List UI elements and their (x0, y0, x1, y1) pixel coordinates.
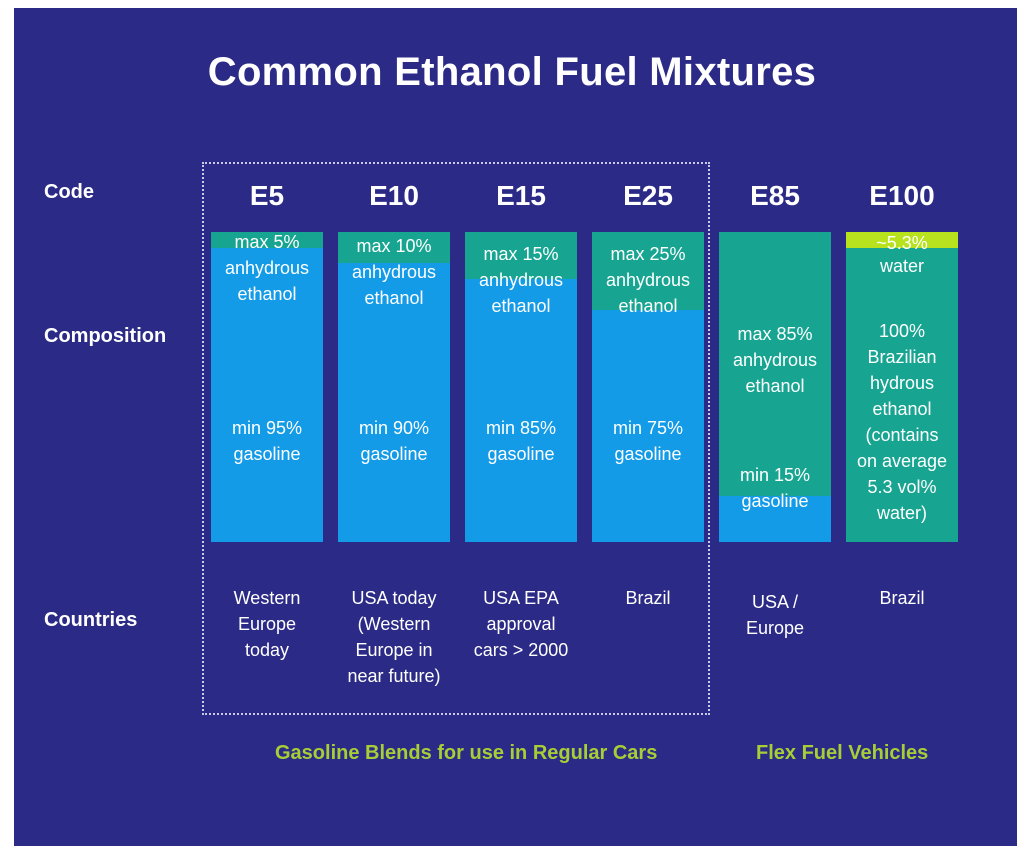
country-e100: Brazil (879, 588, 925, 608)
ethanol-segment-e100 (846, 248, 958, 542)
composition-bar-e5: max 5% anhydrous ethanol min 95% gasoline (211, 232, 323, 542)
code-e25: E25 (623, 180, 673, 211)
row-label-countries: Countries (44, 609, 138, 631)
ethanol-segment-e10 (338, 232, 450, 263)
code-e100: E100 (869, 180, 935, 211)
country-e15: USA EPA approval cars > 2000 (473, 588, 569, 660)
code-e10: E10 (369, 180, 419, 211)
country-e10: USA today (Western Europe in near future) (347, 588, 441, 686)
gasoline-share-label-e85: min 15% gasoline (739, 465, 811, 511)
ethanol-segment-e25 (592, 232, 704, 310)
ethanol-type-label-e10: anhydrous ethanol (351, 261, 437, 308)
country-e25: Brazil (625, 588, 671, 608)
gasoline-share-label-e15: min 85% gasoline (485, 418, 557, 464)
gasoline-segment-e85 (719, 496, 831, 542)
gasoline-segment-e15 (465, 279, 577, 542)
country-e85: USA / Europe (745, 592, 805, 638)
gasoline-segment-e10 (338, 263, 450, 542)
code-e5: E5 (249, 180, 285, 211)
country-e5: Western Europe today (233, 588, 301, 660)
group-label-flex-fuel: Flex Fuel Vehicles (756, 742, 929, 764)
code-e85: E85 (750, 180, 800, 211)
composition-bar-e85: max 85% anhydrous ethanol min 15% gasoline (719, 232, 831, 542)
ethanol-share-label-e15: max 15% (483, 243, 559, 264)
ethanol-type-label-e15: anhydrous ethanol (478, 269, 564, 316)
code-e15: E15 (496, 180, 546, 211)
gasoline-segment-e25 (592, 310, 704, 542)
gasoline-share-label-e25: min 75% gasoline (612, 418, 684, 464)
gasoline-share-label-e5: min 95% gasoline (231, 418, 303, 464)
diagram-title: Common Ethanol Fuel Mixtures (207, 50, 817, 94)
ethanol-share-label-e10: max 10% (356, 235, 432, 256)
water-share-label-e100: ~5.3% (876, 233, 928, 253)
composition-bar-e25: max 25% anhydrous ethanol min 75% gasoline (592, 232, 704, 542)
water-type-label-e100: water (879, 256, 924, 276)
ethanol-segment-e85 (719, 232, 831, 496)
composition-bar-e15: max 15% anhydrous ethanol min 85% gasoline (465, 232, 577, 542)
ethanol-type-label-e5: anhydrous ethanol (224, 258, 310, 304)
regular-cars-group-box (202, 162, 710, 715)
ethanol-share-label-e85: max 85% anhydrous ethanol (732, 324, 818, 396)
gasoline-share-label-e10: min 90% gasoline (358, 418, 430, 464)
ethanol-share-label-e100: 100% Brazilian hydrous ethanol (contains on a… (856, 321, 948, 523)
ethanol-share-label-e25: max 25% anhydrous ethanol (605, 244, 691, 316)
group-label-regular-cars: Gasoline Blends for use in Regular Cars (275, 742, 658, 764)
ethanol-segment-e15 (465, 232, 577, 279)
ethanol-share-label-e5: max 5% (234, 232, 300, 252)
row-label-composition: Composition (44, 325, 167, 347)
composition-bar-e100: ~5.3% water 100% Brazilian hydrous ethanol (co… (846, 232, 958, 542)
row-label-code: Code (44, 181, 94, 203)
gasoline-segment-e5 (211, 248, 323, 542)
composition-bar-e10: max 10% anhydrous ethanol min 90% gasoline (338, 232, 450, 542)
ethanol-segment-e5 (211, 232, 323, 248)
water-segment-e100 (846, 232, 958, 248)
